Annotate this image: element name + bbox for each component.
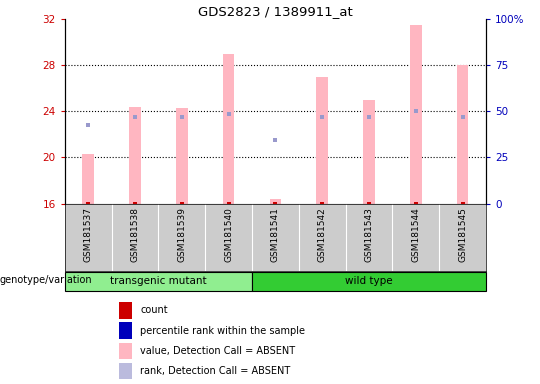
Text: GSM181541: GSM181541 [271,207,280,262]
Text: GSM181542: GSM181542 [318,207,327,262]
Text: GSM181545: GSM181545 [458,207,467,262]
Bar [222,54,234,204]
Text: GSM181538: GSM181538 [131,207,139,262]
Bar [457,65,468,204]
Text: GSM181544: GSM181544 [411,207,420,262]
Bar [363,100,375,204]
Bar [119,343,132,359]
Title: GDS2823 / 1389911_at: GDS2823 / 1389911_at [198,5,353,18]
Bar [176,108,188,204]
Text: GSM181537: GSM181537 [84,207,93,262]
Text: GSM181539: GSM181539 [177,207,186,262]
Bar [119,322,132,339]
Text: GSM181540: GSM181540 [224,207,233,262]
Text: genotype/variation: genotype/variation [0,275,93,285]
Bar [119,302,132,319]
Text: wild type: wild type [345,276,393,286]
Bar [82,154,94,204]
Text: GSM181543: GSM181543 [364,207,374,262]
Bar [65,272,252,291]
Bar [316,77,328,204]
Text: count: count [140,305,168,315]
Text: percentile rank within the sample: percentile rank within the sample [140,326,306,336]
Text: rank, Detection Call = ABSENT: rank, Detection Call = ABSENT [140,366,291,376]
Text: value, Detection Call = ABSENT: value, Detection Call = ABSENT [140,346,295,356]
Bar [129,107,141,204]
Bar [269,199,281,204]
Text: transgenic mutant: transgenic mutant [110,276,207,286]
Bar [252,272,486,291]
Bar [410,25,422,204]
Bar [119,363,132,379]
